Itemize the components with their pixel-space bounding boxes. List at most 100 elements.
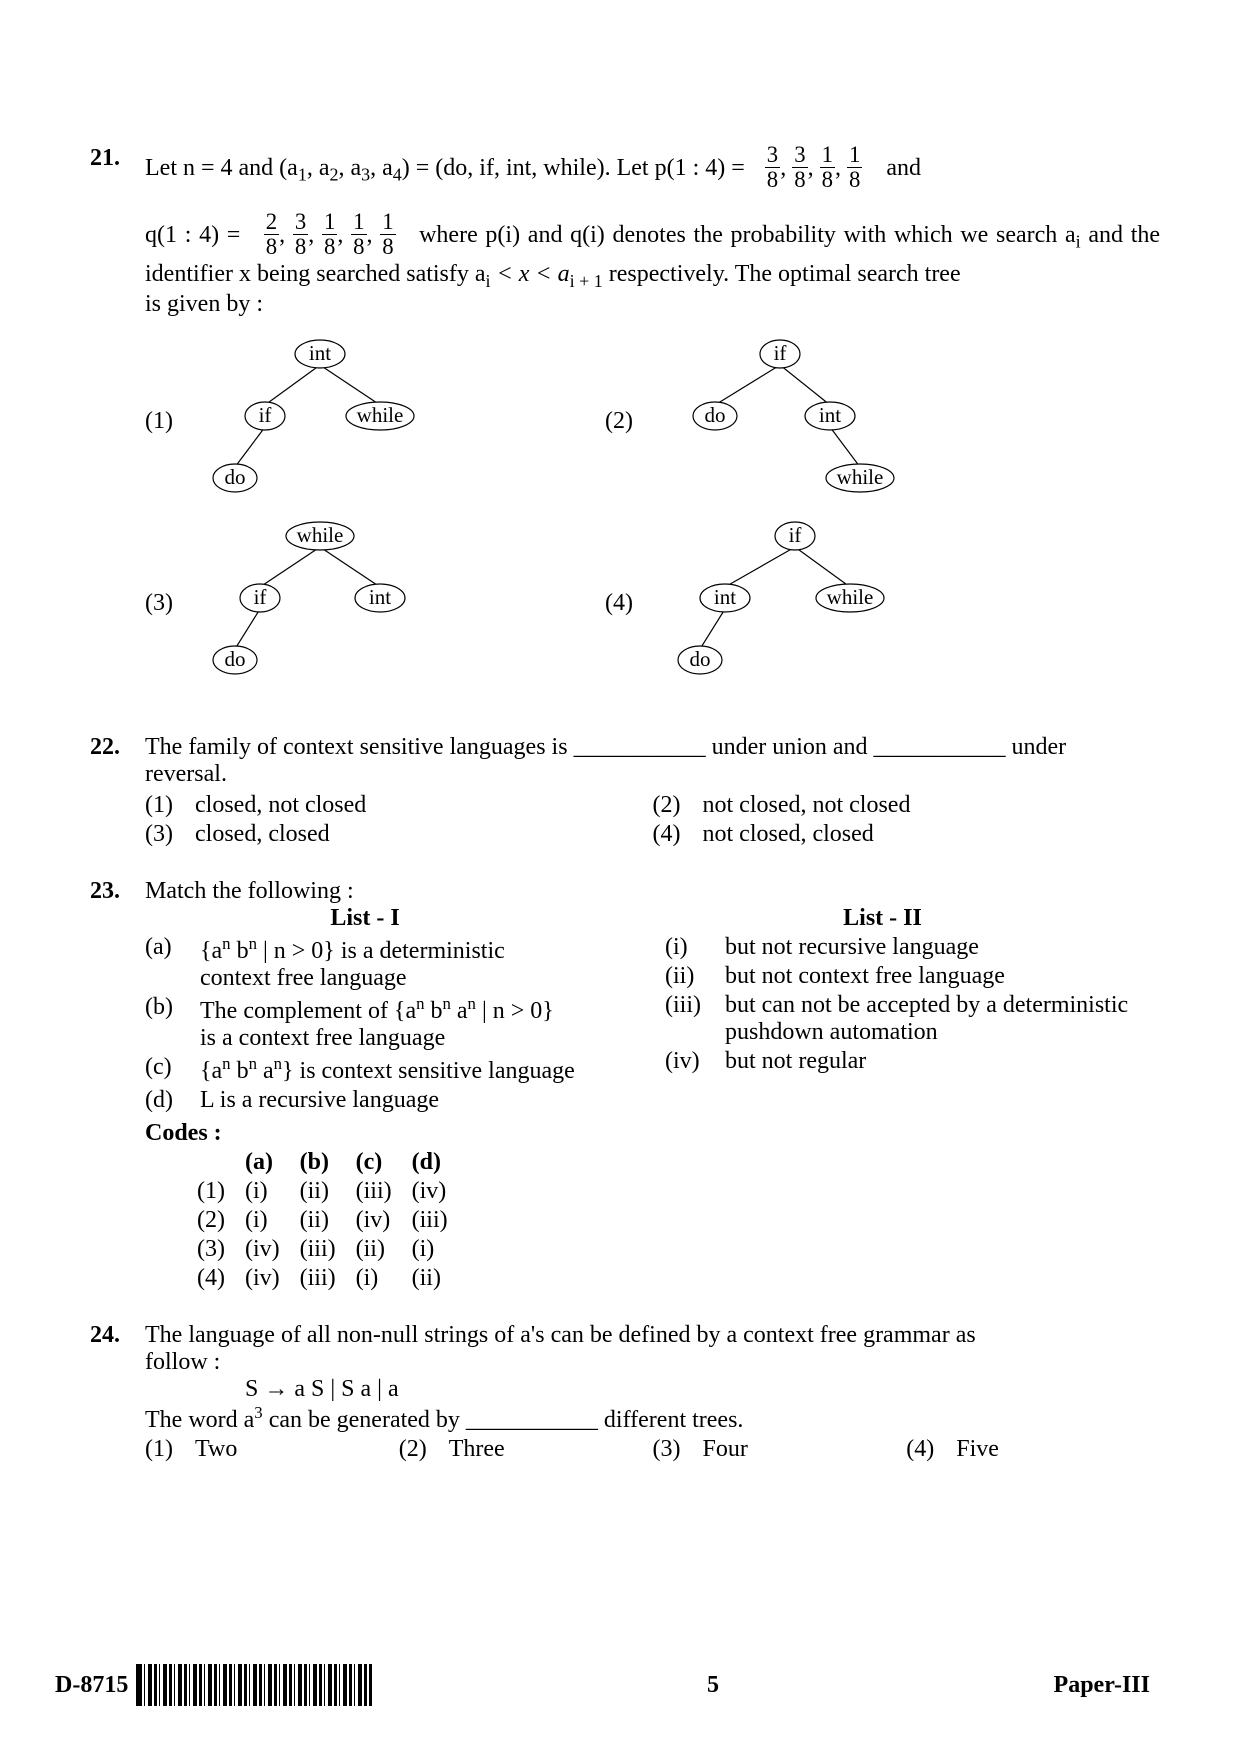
q21-q4: 18: [351, 210, 366, 259]
svg-text:if: if: [259, 403, 272, 427]
q21-tree-3: while if int do: [205, 518, 435, 688]
q21-number: 21.: [90, 145, 145, 706]
q23-code-row: (3)(iv)(iii)(ii)(i): [197, 1236, 466, 1263]
q23-list1-head: List - I: [65, 905, 665, 932]
q22-o3n: (3): [145, 821, 195, 848]
question-22: 22. The family of context sensitive lang…: [90, 734, 1160, 850]
q22-o4n: (4): [653, 821, 703, 848]
q21-sub-i: i: [1076, 232, 1081, 252]
q23-ch-b: (b): [300, 1149, 354, 1176]
svg-text:if: if: [774, 341, 787, 365]
q23-left-item: (a){an bn | n > 0} is a deterministiccon…: [145, 934, 665, 992]
svg-text:int: int: [369, 585, 391, 609]
q24-o1t: Two: [195, 1436, 237, 1463]
q24-t2: follow :: [145, 1349, 1160, 1376]
q21-p3: 18: [820, 143, 835, 192]
q21-q2: 38: [293, 210, 308, 259]
q21-p4: 18: [847, 143, 862, 192]
question-24: 24. The language of all non-null strings…: [90, 1322, 1160, 1465]
q24-t3a: The word a: [145, 1407, 254, 1433]
q22-o2t: not closed, not closed: [703, 792, 911, 819]
footer-page-number: 5: [707, 1672, 719, 1699]
svg-text:do: do: [690, 647, 711, 671]
q24-o3t: Four: [703, 1436, 748, 1463]
svg-text:while: while: [837, 465, 884, 489]
svg-text:do: do: [225, 647, 246, 671]
q23-code-row: (4)(iv)(iii)(i)(ii): [197, 1265, 466, 1292]
q23-left-item: (b)The complement of {an bn an | n > 0}i…: [145, 994, 665, 1052]
q21-p1: 38: [765, 143, 780, 192]
barcode-icon: [136, 1664, 372, 1706]
q21-sub1: 1: [298, 165, 307, 185]
q22-td: reversal.: [145, 761, 1160, 788]
q23-right-item: (i)but not recursive language: [665, 934, 1160, 961]
q21-q1: 28: [264, 210, 279, 259]
q22-o4t: not closed, closed: [703, 821, 874, 848]
q24-sup: 3: [254, 1403, 262, 1422]
svg-text:do: do: [705, 403, 726, 427]
q23-number: 23.: [90, 878, 145, 1294]
q22-o2n: (2): [653, 792, 703, 819]
q23-ch-d: (d): [412, 1149, 466, 1176]
svg-text:int: int: [714, 585, 736, 609]
q24-grammar: S → a S | S a | a: [245, 1376, 1160, 1403]
q22-number: 22.: [90, 734, 145, 850]
q24-o1n: (1): [145, 1436, 195, 1463]
q21-p2: 38: [792, 143, 807, 192]
q23-head: Match the following :: [145, 878, 1160, 905]
q21-sub-ip1: i + 1: [570, 270, 603, 290]
svg-text:int: int: [309, 341, 331, 365]
q22-o1t: closed, not closed: [195, 792, 366, 819]
footer-paper: Paper-III: [1054, 1672, 1150, 1699]
q23-right-item: (iv)but not regular: [665, 1048, 1160, 1075]
q23-ch-a: (a): [245, 1149, 298, 1176]
q24-blank: ___________: [466, 1407, 598, 1433]
q24-o3n: (3): [653, 1436, 703, 1463]
q21-t1: Let n = 4 and (a: [145, 155, 298, 181]
q22-ta: The family of context sensitive language…: [145, 734, 574, 760]
q24-number: 24.: [90, 1322, 145, 1465]
q24-o2t: Three: [449, 1436, 505, 1463]
q21-sub4: 4: [393, 165, 402, 185]
svg-text:while: while: [827, 585, 874, 609]
q21-tree-4: if int while do: [665, 518, 895, 688]
q22-o3t: closed, closed: [195, 821, 330, 848]
q21-t6: is given by :: [145, 291, 1160, 318]
q21-c1: , a: [307, 155, 330, 181]
q21-q3: 18: [322, 210, 337, 259]
q21-c3: , a: [370, 155, 393, 181]
q24-o2n: (2): [399, 1436, 449, 1463]
q21-opt3-num: (3): [145, 590, 205, 617]
q21-t5: respectively. The optimal search tree: [603, 261, 961, 287]
q21-t3: where p(i) and q(i) denotes the probabil…: [419, 222, 1076, 248]
q24-t3c: different trees.: [598, 1407, 744, 1433]
q22-blank1: ___________: [574, 734, 706, 760]
q23-right-list: (i)but not recursive language (ii)but no…: [665, 934, 1160, 1075]
q23-left-list: (a){an bn | n > 0} is a deterministiccon…: [145, 934, 665, 1114]
q21-tree-1: int if while do: [205, 336, 435, 506]
q21-opt2-num: (2): [605, 408, 665, 435]
q23-codes-label: Codes :: [145, 1120, 1160, 1147]
question-23: 23. Match the following : List - I (a){a…: [90, 878, 1160, 1294]
q24-t3b: can be generated by: [263, 1407, 466, 1433]
q23-codes-table: (a) (b) (c) (d) (1)(i)(ii)(iii)(iv)(2)(i…: [195, 1147, 468, 1294]
svg-text:do: do: [225, 465, 246, 489]
svg-text:int: int: [819, 403, 841, 427]
q22-o1n: (1): [145, 792, 195, 819]
q21-sub3: 3: [361, 165, 370, 185]
q23-left-item: (d)L is a recursive language: [145, 1087, 665, 1114]
q24-o4n: (4): [906, 1436, 956, 1463]
q21-lt: < x < a: [491, 261, 570, 287]
svg-text:if: if: [254, 585, 267, 609]
q21-q5: 18: [380, 210, 395, 259]
q21-trees: (1) int if while do (2) if do: [145, 336, 1160, 688]
q21-opt4-num: (4): [605, 590, 665, 617]
question-21: 21. Let n = 4 and (a1, a2, a3, a4) = (do…: [90, 145, 1160, 706]
q21-q-lhs: q(1 : 4) =: [145, 222, 240, 248]
page: 21. Let n = 4 and (a1, a2, a3, a4) = (do…: [0, 0, 1240, 1754]
q23-list2-head: List - II: [605, 905, 1160, 932]
q24-t1: The language of all non-null strings of …: [145, 1322, 976, 1348]
q23-left-item: (c){an bn an} is context sensitive langu…: [145, 1054, 665, 1085]
q21-c2: , a: [338, 155, 361, 181]
q21-body: Let n = 4 and (a1, a2, a3, a4) = (do, if…: [145, 145, 1160, 706]
